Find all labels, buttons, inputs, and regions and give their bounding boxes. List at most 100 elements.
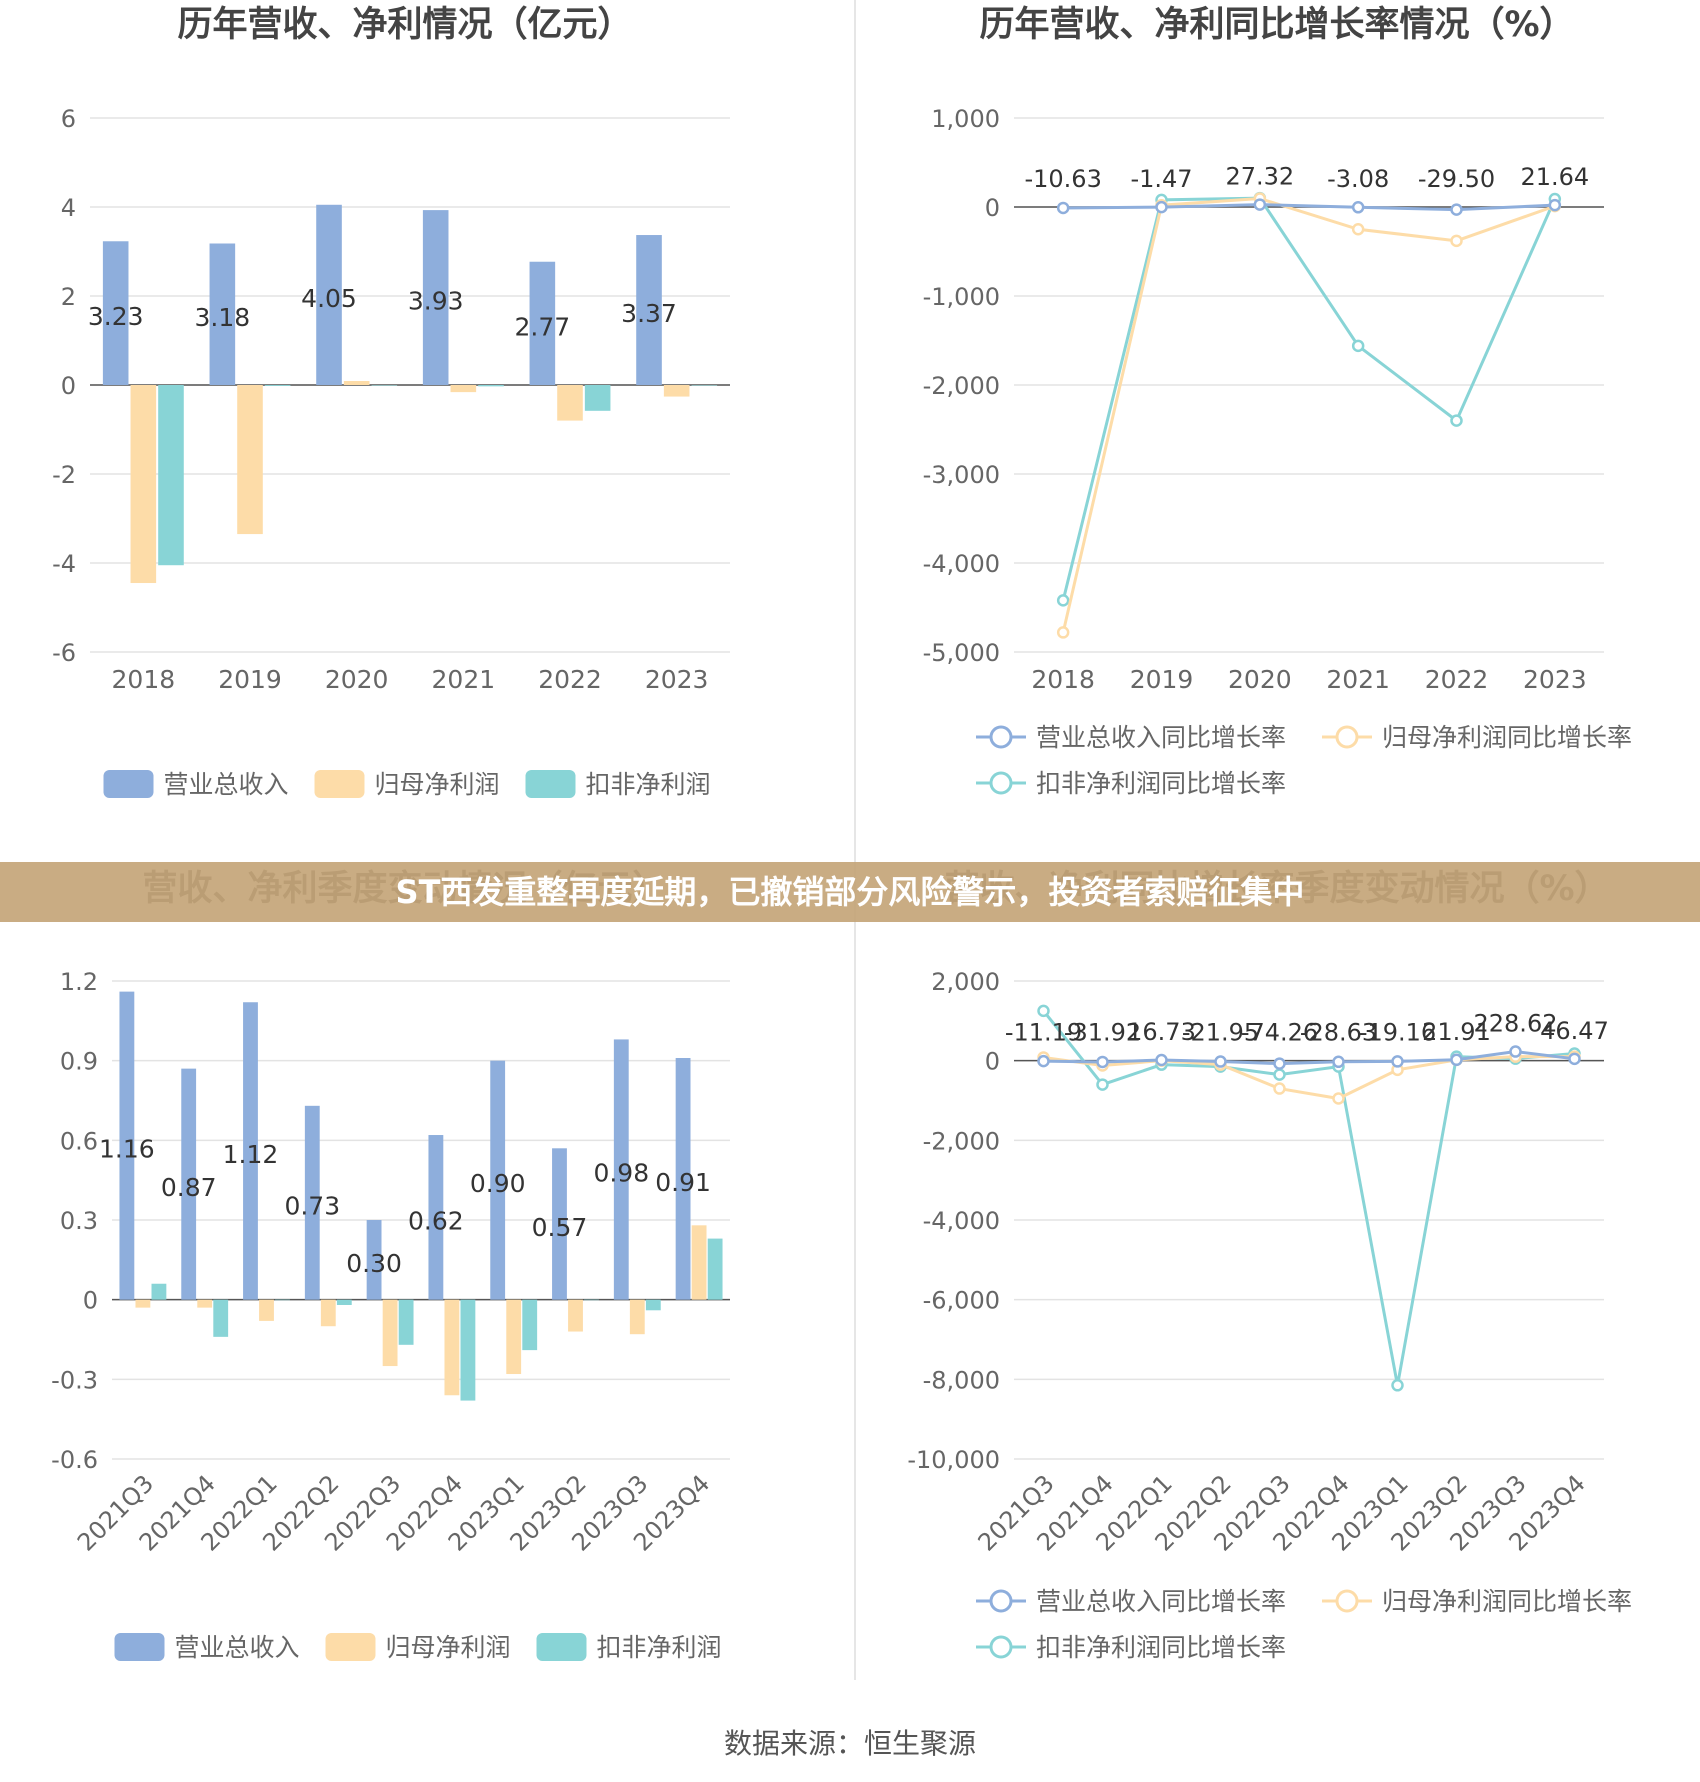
legend-swatch (525, 770, 576, 798)
bar-1-2022Q2 (320, 1299, 336, 1327)
legend-label: 扣非净利润 (586, 770, 711, 799)
y-tick-label: -6,000 (923, 1287, 1000, 1315)
y-tick-label: 0 (61, 372, 76, 400)
x-tick-label: 2022 (1425, 665, 1489, 694)
series-point-0 (1214, 1055, 1227, 1068)
y-tick-label: 2,000 (931, 968, 1000, 996)
series-line-0 (1043, 1050, 1575, 1066)
series-point-2 (1273, 1068, 1286, 1081)
line-data-label: -1.47 (1130, 165, 1192, 193)
series-point-2 (1391, 1379, 1404, 1392)
bar-2-2023Q2 (584, 1299, 599, 1301)
y-tick-label: -5,000 (923, 639, 1000, 667)
series-point-0 (1391, 1055, 1404, 1068)
bar-data-label: 0.91 (655, 1168, 711, 1197)
legend-swatch (536, 1633, 587, 1661)
bar-1-2023Q4 (691, 1225, 707, 1300)
bar-0-2022 (529, 261, 556, 385)
data-source-note: 数据来源：恒生聚源 (723, 1727, 976, 1760)
series-point-1 (1273, 1082, 1286, 1095)
bar-2-2021Q3 (151, 1283, 167, 1300)
y-tick-label: 0.9 (60, 1048, 98, 1076)
series-point-1 (1351, 223, 1365, 236)
y-tick-label: 0 (985, 1048, 1000, 1076)
bar-data-label: 3.93 (408, 287, 464, 316)
bar-0-2023Q2 (552, 1148, 567, 1300)
bar-data-label: 0.62 (408, 1206, 464, 1235)
chart-title: 历年营收、净利同比增长率情况（%） (979, 5, 1574, 45)
series-line-1 (1061, 197, 1556, 633)
y-tick-label: -4,000 (923, 1207, 1000, 1235)
y-tick-label: -0.6 (51, 1446, 98, 1474)
y-tick-label: 0.3 (60, 1207, 98, 1235)
bar-data-label: 3.18 (195, 303, 251, 332)
bar-0-2023Q4 (675, 1058, 691, 1300)
series-point-0 (1155, 1053, 1168, 1067)
series-point-0 (1568, 1052, 1581, 1066)
bar-2-2022Q2 (336, 1299, 352, 1305)
bar-1-2021Q4 (197, 1299, 213, 1308)
y-tick-label: 0 (83, 1287, 98, 1315)
bar-data-label: 0.90 (470, 1169, 526, 1198)
series-point-2 (1056, 594, 1070, 607)
y-tick-label: -8,000 (923, 1366, 1000, 1394)
chart-annual-bars: 历年营收、净利情况（亿元） 6 4 2 0 -2 -4 -6 2018 2019 2020 2021 2… (52, 5, 730, 799)
bar-1-2018 (130, 385, 157, 584)
bar-0-2022Q3 (366, 1220, 382, 1300)
legend-label: 归母净利润同比增长率 (1382, 1587, 1632, 1616)
series-point-0 (1273, 1057, 1286, 1070)
bar-1-2019 (237, 385, 263, 535)
series-point-1 (1056, 626, 1070, 639)
bar-1-2021Q3 (135, 1299, 151, 1308)
x-tick-label: 2018 (1031, 665, 1095, 694)
bar-2-2021Q4 (213, 1299, 229, 1337)
legend-label: 扣非净利润同比增长率 (1036, 769, 1286, 798)
legend-marker (1335, 1589, 1359, 1613)
line-data-label: -10.63 (1024, 165, 1101, 193)
bar-2-2022Q4 (460, 1299, 476, 1401)
legend-marker (989, 1589, 1013, 1613)
x-tick-label: 2020 (1228, 665, 1292, 694)
y-tick-label: -3,000 (923, 461, 1000, 489)
bar-2-2021 (478, 385, 504, 387)
legend-label: 归母净利润 (375, 770, 500, 799)
bar-0-2020 (316, 204, 342, 385)
news-banner: ST西发重整再度延期，已撤销部分风险警示，投资者索赔征集中 (0, 862, 1700, 922)
y-tick-label: -2,000 (923, 1127, 1000, 1155)
y-tick-label: -1,000 (923, 283, 1000, 311)
legend-swatch (314, 770, 365, 798)
bar-1-2023Q2 (568, 1299, 583, 1332)
series-point-2 (1450, 414, 1463, 427)
bar-1-2023 (663, 385, 690, 397)
bar-0-2022Q2 (304, 1105, 320, 1300)
bar-data-label: 2.77 (515, 312, 571, 341)
y-tick-label: 2 (61, 283, 76, 311)
line-data-label: -19.16 (1359, 1019, 1436, 1047)
bar-data-label: 0.73 (284, 1192, 340, 1221)
x-tick-label: 2021 (1326, 665, 1390, 694)
series-point-0 (1332, 1055, 1345, 1069)
bar-2-2023Q3 (645, 1299, 661, 1311)
legend-label: 归母净利润同比增长率 (1382, 723, 1632, 752)
bar-0-2022Q1 (243, 1002, 258, 1300)
series-point-1 (1450, 234, 1463, 248)
bar-0-2021Q4 (181, 1068, 197, 1300)
line-data-label: -28.63 (1300, 1019, 1377, 1047)
y-tick-label: -2 (52, 461, 76, 489)
bar-data-label: 3.23 (88, 302, 144, 331)
series-point-2 (1037, 1004, 1050, 1018)
y-tick-label: 0 (985, 194, 1000, 222)
y-tick-label: 1,000 (931, 105, 1000, 133)
series-point-0 (1155, 200, 1168, 214)
bar-data-label: 0.98 (593, 1159, 649, 1188)
y-tick-label: -4,000 (923, 550, 1000, 578)
series-point-2 (1096, 1078, 1109, 1091)
legend-swatch (103, 770, 154, 798)
bar-1-2022Q4 (444, 1299, 460, 1396)
bar-2-2022Q1 (275, 1299, 290, 1301)
line-data-label: 27.32 (1225, 163, 1294, 191)
bar-2-2022 (584, 385, 611, 411)
legend-swatch (114, 1633, 165, 1661)
chart-annual-growth: 历年营收、净利同比增长率情况（%） 1,000 0 -1,000 -2,000 -3,00… (923, 5, 1632, 798)
line-data-label: -21.95 (1182, 1019, 1259, 1047)
